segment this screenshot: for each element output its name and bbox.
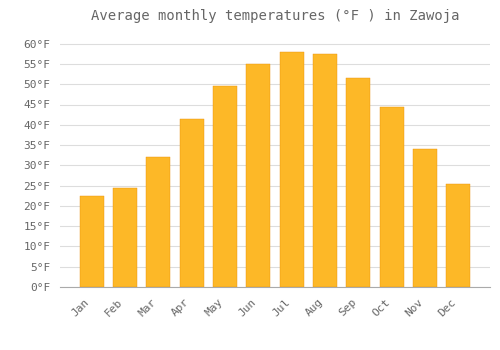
Bar <box>346 78 370 287</box>
Bar <box>80 196 104 287</box>
Bar <box>113 188 137 287</box>
Bar <box>180 119 204 287</box>
Bar <box>446 184 470 287</box>
Bar <box>280 52 303 287</box>
Bar <box>413 149 437 287</box>
Bar <box>213 86 237 287</box>
Bar <box>146 157 171 287</box>
Bar <box>380 106 404 287</box>
Bar <box>246 64 270 287</box>
Bar <box>313 54 337 287</box>
Title: Average monthly temperatures (°F ) in Zawoja: Average monthly temperatures (°F ) in Za… <box>91 9 459 23</box>
